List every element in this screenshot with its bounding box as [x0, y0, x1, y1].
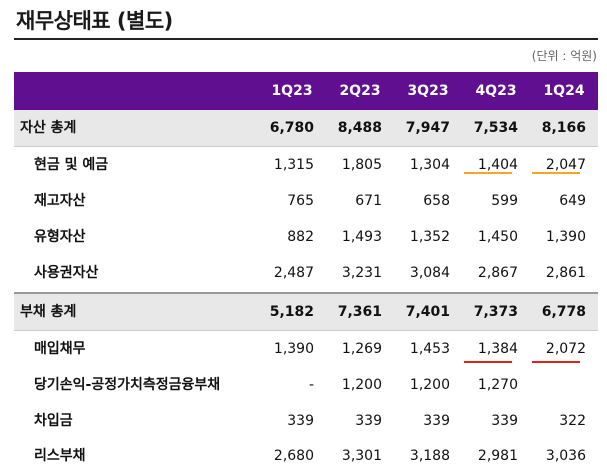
table-cell: 1,493 — [341, 229, 382, 245]
column-header: 3Q23 — [407, 83, 449, 99]
table-cell: 3,188 — [409, 448, 450, 464]
table-cell: 2,487 — [273, 265, 314, 281]
table-cell: 6,780 — [269, 120, 314, 136]
table-cell: 3,231 — [341, 265, 382, 281]
table-cell: 1,450 — [477, 229, 518, 245]
table-cell: 1,304 — [409, 157, 450, 173]
table-cell: 1,390 — [273, 341, 314, 357]
table-row: 차입금 339 339 339 339 322 — [14, 403, 598, 439]
row-label: 부채 총계 — [20, 304, 77, 320]
table-cell: 658 — [423, 193, 450, 209]
table-cell: 1,270 — [477, 377, 518, 393]
highlight-underline — [532, 361, 580, 363]
row-label: 현금 및 예금 — [34, 157, 109, 173]
table-row: 매입채무 1,390 1,269 1,453 1,384 2,072 — [14, 331, 598, 367]
table-cell: 7,373 — [473, 304, 518, 320]
highlight-underline — [464, 361, 512, 363]
row-label: 리스부채 — [34, 448, 86, 464]
highlight-underline — [464, 172, 512, 174]
table-cell: 1,805 — [341, 157, 382, 173]
unit-note: (단위 : 억원) — [531, 49, 597, 63]
table-cell: 339 — [491, 413, 518, 429]
table-cell: 1,390 — [545, 229, 586, 245]
table-row: 유형자산 882 1,493 1,352 1,450 1,390 — [14, 219, 598, 255]
table-cell: 2,981 — [477, 448, 518, 464]
table-cell — [526, 367, 586, 403]
table-cell: 7,361 — [337, 304, 382, 320]
column-header: 2Q23 — [339, 83, 381, 99]
table-row: 부채 총계 5,182 7,361 7,401 7,373 6,778 — [14, 294, 598, 330]
table-cell: 339 — [287, 413, 314, 429]
table-cell: 2,867 — [477, 265, 518, 281]
table-cell: 2,072 — [545, 341, 586, 357]
table-cell: 1,453 — [409, 341, 450, 357]
table-cell: 671 — [355, 193, 382, 209]
page-title: 재무상태표 (별도) — [16, 9, 173, 33]
table-cell: 1,269 — [341, 341, 382, 357]
table-cell: 765 — [287, 193, 314, 209]
table-cell: 3,301 — [341, 448, 382, 464]
column-header: 1Q23 — [271, 83, 313, 99]
table-cell: 7,947 — [405, 120, 450, 136]
table-row: 현금 및 예금 1,315 1,805 1,304 1,404 2,047 — [14, 147, 598, 183]
table-cell: 339 — [355, 413, 382, 429]
table-cell: 3,036 — [545, 448, 586, 464]
row-label: 사용권자산 — [34, 265, 99, 281]
row-label: 당기손익-공정가치측정금융부채 — [34, 377, 221, 393]
table-cell: 339 — [423, 413, 450, 429]
table-cell: 7,401 — [405, 304, 450, 320]
highlight-underline — [532, 172, 580, 174]
row-label: 유형자산 — [34, 229, 86, 245]
table-cell: 1,384 — [477, 341, 518, 357]
table-cell: 2,861 — [545, 265, 586, 281]
table-cell: 1,352 — [409, 229, 450, 245]
table-cell: 599 — [491, 193, 518, 209]
row-label: 차입금 — [34, 413, 73, 429]
table-cell: 1,404 — [477, 157, 518, 173]
table-cell: 8,166 — [541, 120, 586, 136]
title-divider — [14, 38, 598, 40]
table-cell: 6,778 — [541, 304, 586, 320]
table-row: 재고자산 765 671 658 599 649 — [14, 183, 598, 219]
table-cell: 5,182 — [269, 304, 314, 320]
table-cell: 7,534 — [473, 120, 518, 136]
table-cell: 882 — [287, 229, 314, 245]
section-divider — [14, 292, 598, 294]
table-row: 당기손익-공정가치측정금융부채 - 1,200 1,200 1,270 — [14, 367, 598, 403]
column-header: 1Q24 — [543, 83, 585, 99]
table-cell: 3,084 — [409, 265, 450, 281]
table-cell: - — [308, 377, 314, 393]
row-divider — [14, 146, 598, 147]
table-cell: 2,047 — [545, 157, 586, 173]
table-row: 리스부채 2,680 3,301 3,188 2,981 3,036 — [14, 438, 598, 474]
table-cell: 8,488 — [337, 120, 382, 136]
table-row: 자산 총계 6,780 8,488 7,947 7,534 8,166 — [14, 110, 598, 146]
table-cell: 2,680 — [273, 448, 314, 464]
table-cell: 322 — [559, 413, 586, 429]
table-cell: 1,200 — [409, 377, 450, 393]
table-cell: 649 — [559, 193, 586, 209]
table-cell: 1,315 — [273, 157, 314, 173]
column-header: 4Q23 — [475, 83, 517, 99]
row-label: 매입채무 — [34, 341, 86, 357]
table-row: 사용권자산 2,487 3,231 3,084 2,867 2,861 — [14, 255, 598, 291]
row-label: 재고자산 — [34, 193, 86, 209]
table-cell: 1,200 — [341, 377, 382, 393]
table-header: 1Q23 2Q23 3Q23 4Q23 1Q24 — [14, 72, 598, 110]
row-divider — [14, 330, 598, 331]
row-label: 자산 총계 — [20, 120, 77, 136]
